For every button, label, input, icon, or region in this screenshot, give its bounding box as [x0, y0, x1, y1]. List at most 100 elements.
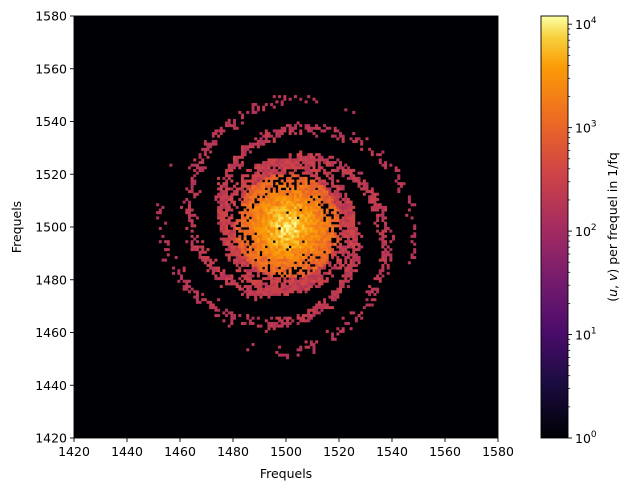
- heatmap-cell: [341, 327, 345, 331]
- heatmap-cell: [286, 266, 289, 270]
- heatmap-cell: [256, 163, 260, 167]
- heatmap-cell: [339, 266, 342, 270]
- heatmap-cell: [384, 161, 388, 165]
- heatmap-cell: [262, 234, 266, 238]
- heatmap-cell: [339, 258, 342, 262]
- heatmap-cell: [386, 266, 390, 270]
- heatmap-cell: [354, 242, 358, 246]
- heatmap-cell: [336, 179, 340, 183]
- heatmap-cell: [262, 134, 266, 138]
- heatmap-cell: [370, 153, 374, 157]
- heatmap-cell: [307, 158, 311, 162]
- heatmap-cell: [280, 253, 284, 257]
- heatmap-cell: [278, 129, 282, 133]
- x-tick-label: 1560: [429, 444, 461, 459]
- heatmap-cell: [301, 184, 305, 188]
- heatmap-cell: [283, 95, 287, 99]
- heatmap-cell: [233, 261, 236, 265]
- heatmap-cell: [283, 221, 287, 225]
- heatmap-cell: [307, 166, 311, 170]
- heatmap-cell: [293, 287, 297, 291]
- heatmap-cell: [286, 197, 289, 201]
- heatmap-cell: [341, 216, 345, 220]
- heatmap-cell: [309, 258, 313, 262]
- heatmap-cell: [193, 213, 197, 217]
- heatmap-cell: [275, 253, 279, 257]
- heatmap-cell: [246, 213, 250, 217]
- heatmap-cell: [225, 168, 229, 172]
- heatmap-cell: [346, 232, 350, 236]
- heatmap-cell: [264, 203, 268, 207]
- heatmap-cell: [309, 171, 313, 175]
- heatmap-cell: [164, 240, 168, 244]
- heatmap-cell: [325, 248, 329, 252]
- heatmap-cell: [354, 234, 358, 238]
- heatmap-cell: [296, 285, 300, 289]
- heatmap-cell: [246, 195, 250, 199]
- heatmap-cell: [219, 126, 223, 130]
- heatmap-cell: [333, 263, 337, 267]
- heatmap-cell: [370, 192, 374, 196]
- heatmap-cell: [195, 290, 199, 294]
- heatmap-cell: [312, 274, 316, 278]
- heatmap-cell: [187, 200, 191, 204]
- heatmap-cell: [293, 277, 297, 281]
- heatmap-cell: [365, 290, 369, 294]
- heatmap-cell: [280, 171, 284, 175]
- heatmap-cell: [317, 285, 321, 289]
- heatmap-cell: [309, 221, 313, 225]
- heatmap-cell: [315, 126, 319, 130]
- heatmap-cell: [346, 216, 350, 220]
- heatmap-cell: [344, 211, 348, 215]
- heatmap-cell: [346, 271, 350, 275]
- heatmap-cell: [256, 224, 260, 228]
- heatmap-cell: [278, 258, 282, 262]
- heatmap-cell: [283, 158, 287, 162]
- heatmap-cell: [331, 295, 335, 299]
- heatmap-cell: [233, 245, 236, 249]
- heatmap-cell: [315, 134, 319, 138]
- heatmap-cell: [291, 279, 295, 283]
- heatmap-cell: [248, 208, 252, 212]
- heatmap-cell: [267, 132, 271, 136]
- heatmap-cell: [341, 229, 345, 233]
- heatmap-cell: [275, 200, 279, 204]
- heatmap-cell: [320, 219, 324, 223]
- heatmap-cell: [373, 205, 377, 209]
- heatmap-cell: [256, 250, 260, 254]
- heatmap-cell: [354, 256, 358, 259]
- heatmap-cell: [280, 197, 284, 201]
- heatmap-cell: [288, 285, 292, 289]
- heatmap-cell: [288, 221, 292, 225]
- heatmap-cell: [254, 237, 258, 241]
- heatmap-cell: [227, 205, 231, 209]
- heatmap-cell: [301, 237, 305, 241]
- heatmap-cell: [283, 353, 287, 357]
- heatmap-cell: [270, 250, 274, 254]
- heatmap-cell: [307, 245, 311, 249]
- heatmap-cell: [262, 237, 266, 241]
- heatmap-cell: [346, 197, 350, 201]
- heatmap-cell: [283, 282, 287, 286]
- heatmap-cell: [407, 200, 411, 204]
- heatmap-cell: [309, 274, 313, 278]
- heatmap-cell: [296, 174, 300, 178]
- heatmap-cell: [233, 221, 236, 225]
- heatmap-cell: [275, 134, 279, 138]
- heatmap-cell: [336, 261, 340, 265]
- heatmap-cell: [346, 266, 350, 270]
- heatmap-cell: [378, 203, 382, 207]
- heatmap-cell: [370, 303, 374, 307]
- heatmap-cell: [233, 250, 236, 254]
- heatmap-cell: [195, 192, 199, 196]
- heatmap-cell: [381, 256, 385, 259]
- heatmap-cell: [304, 282, 308, 286]
- heatmap-cell: [240, 195, 244, 199]
- heatmap-cell: [280, 229, 284, 233]
- heatmap-cell: [352, 229, 356, 233]
- heatmap-cell: [219, 195, 223, 199]
- heatmap-cell: [307, 184, 311, 188]
- heatmap-cell: [291, 213, 295, 217]
- heatmap-cell: [225, 211, 229, 215]
